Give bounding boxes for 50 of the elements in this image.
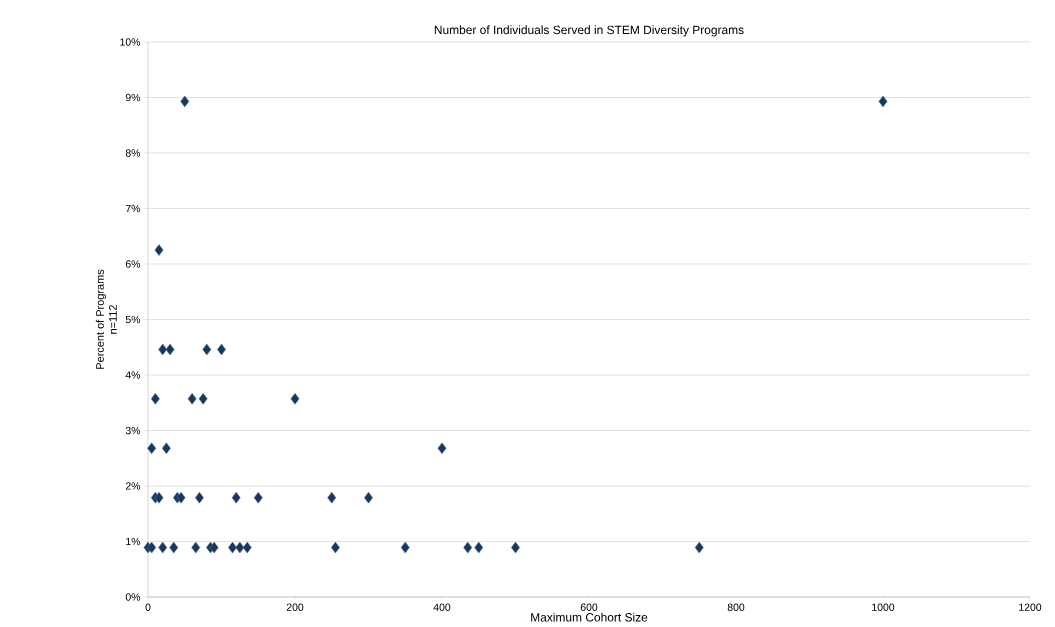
x-tick-label: 600	[580, 603, 598, 611]
point	[209, 541, 219, 554]
point	[147, 541, 157, 554]
point	[198, 393, 208, 405]
point	[202, 343, 212, 356]
point	[169, 541, 179, 554]
point	[150, 393, 160, 405]
y-tick-label: 10%	[120, 38, 141, 46]
point	[235, 541, 245, 554]
point	[158, 541, 168, 554]
point	[694, 541, 704, 554]
x-tick-label: 0	[145, 603, 151, 611]
point	[290, 393, 300, 405]
y-tick-label: 6%	[125, 260, 141, 268]
chart-title: Number of Individuals Served in STEM Diversity Programs	[434, 25, 744, 37]
x-tick-label: 800	[727, 603, 745, 611]
point	[253, 491, 263, 504]
point	[161, 442, 171, 455]
y-tick-label: 4%	[125, 371, 141, 379]
y-tick-label: 1%	[126, 537, 141, 546]
point	[231, 491, 241, 504]
point	[327, 491, 337, 504]
y-tick-label: 5%	[125, 315, 141, 324]
x-tick-label: 1200	[1019, 603, 1042, 611]
point	[878, 95, 888, 108]
x-tick-label: 1000	[872, 603, 895, 611]
point	[242, 541, 252, 554]
point	[400, 541, 410, 554]
point	[154, 244, 164, 256]
point	[463, 541, 473, 554]
point	[154, 491, 164, 504]
y-tick-label: 8%	[125, 149, 141, 157]
point	[180, 95, 190, 108]
point	[165, 343, 175, 356]
y-tick-label: 7%	[125, 204, 141, 213]
y-tick-label: 0%	[125, 593, 141, 601]
x-axis-title: Maximum Cohort Size	[531, 612, 648, 622]
point	[474, 541, 484, 554]
point	[191, 541, 201, 554]
point	[147, 442, 157, 455]
point	[158, 343, 168, 356]
point	[176, 491, 186, 504]
x-tick-label: 200	[286, 603, 304, 611]
y-tick-label: 2%	[125, 482, 141, 490]
point	[437, 442, 447, 455]
y-tick-label: 9%	[125, 93, 141, 102]
x-tick-label: 400	[433, 603, 451, 611]
y-axis-title: Percent of Programs n=112	[95, 269, 117, 369]
y-tick-label: 3%	[125, 426, 141, 435]
point	[187, 393, 197, 405]
